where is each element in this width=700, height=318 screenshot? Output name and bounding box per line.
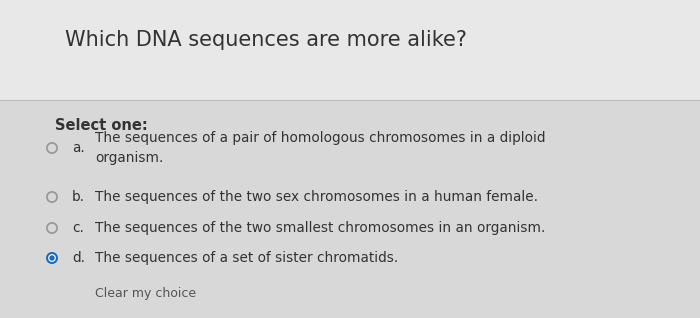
Bar bbox=[0, 0, 700, 100]
Text: Clear my choice: Clear my choice bbox=[95, 287, 196, 300]
Text: Which DNA sequences are more alike?: Which DNA sequences are more alike? bbox=[65, 30, 467, 50]
Ellipse shape bbox=[46, 222, 58, 234]
Ellipse shape bbox=[48, 254, 56, 262]
Ellipse shape bbox=[48, 144, 56, 152]
Text: The sequences of a set of sister chromatids.: The sequences of a set of sister chromat… bbox=[95, 251, 398, 265]
Ellipse shape bbox=[46, 252, 58, 264]
Ellipse shape bbox=[48, 193, 56, 201]
Text: The sequences of the two sex chromosomes in a human female.: The sequences of the two sex chromosomes… bbox=[95, 190, 538, 204]
Ellipse shape bbox=[48, 224, 56, 232]
Text: a.: a. bbox=[72, 141, 85, 155]
Text: d.: d. bbox=[72, 251, 85, 265]
Text: The sequences of a pair of homologous chromosomes in a diploid
organism.: The sequences of a pair of homologous ch… bbox=[95, 131, 545, 165]
Ellipse shape bbox=[46, 191, 58, 203]
Text: c.: c. bbox=[72, 221, 84, 235]
Text: Select one:: Select one: bbox=[55, 118, 148, 133]
Ellipse shape bbox=[46, 142, 58, 154]
Text: b.: b. bbox=[72, 190, 85, 204]
Ellipse shape bbox=[49, 255, 55, 261]
Text: The sequences of the two smallest chromosomes in an organism.: The sequences of the two smallest chromo… bbox=[95, 221, 545, 235]
